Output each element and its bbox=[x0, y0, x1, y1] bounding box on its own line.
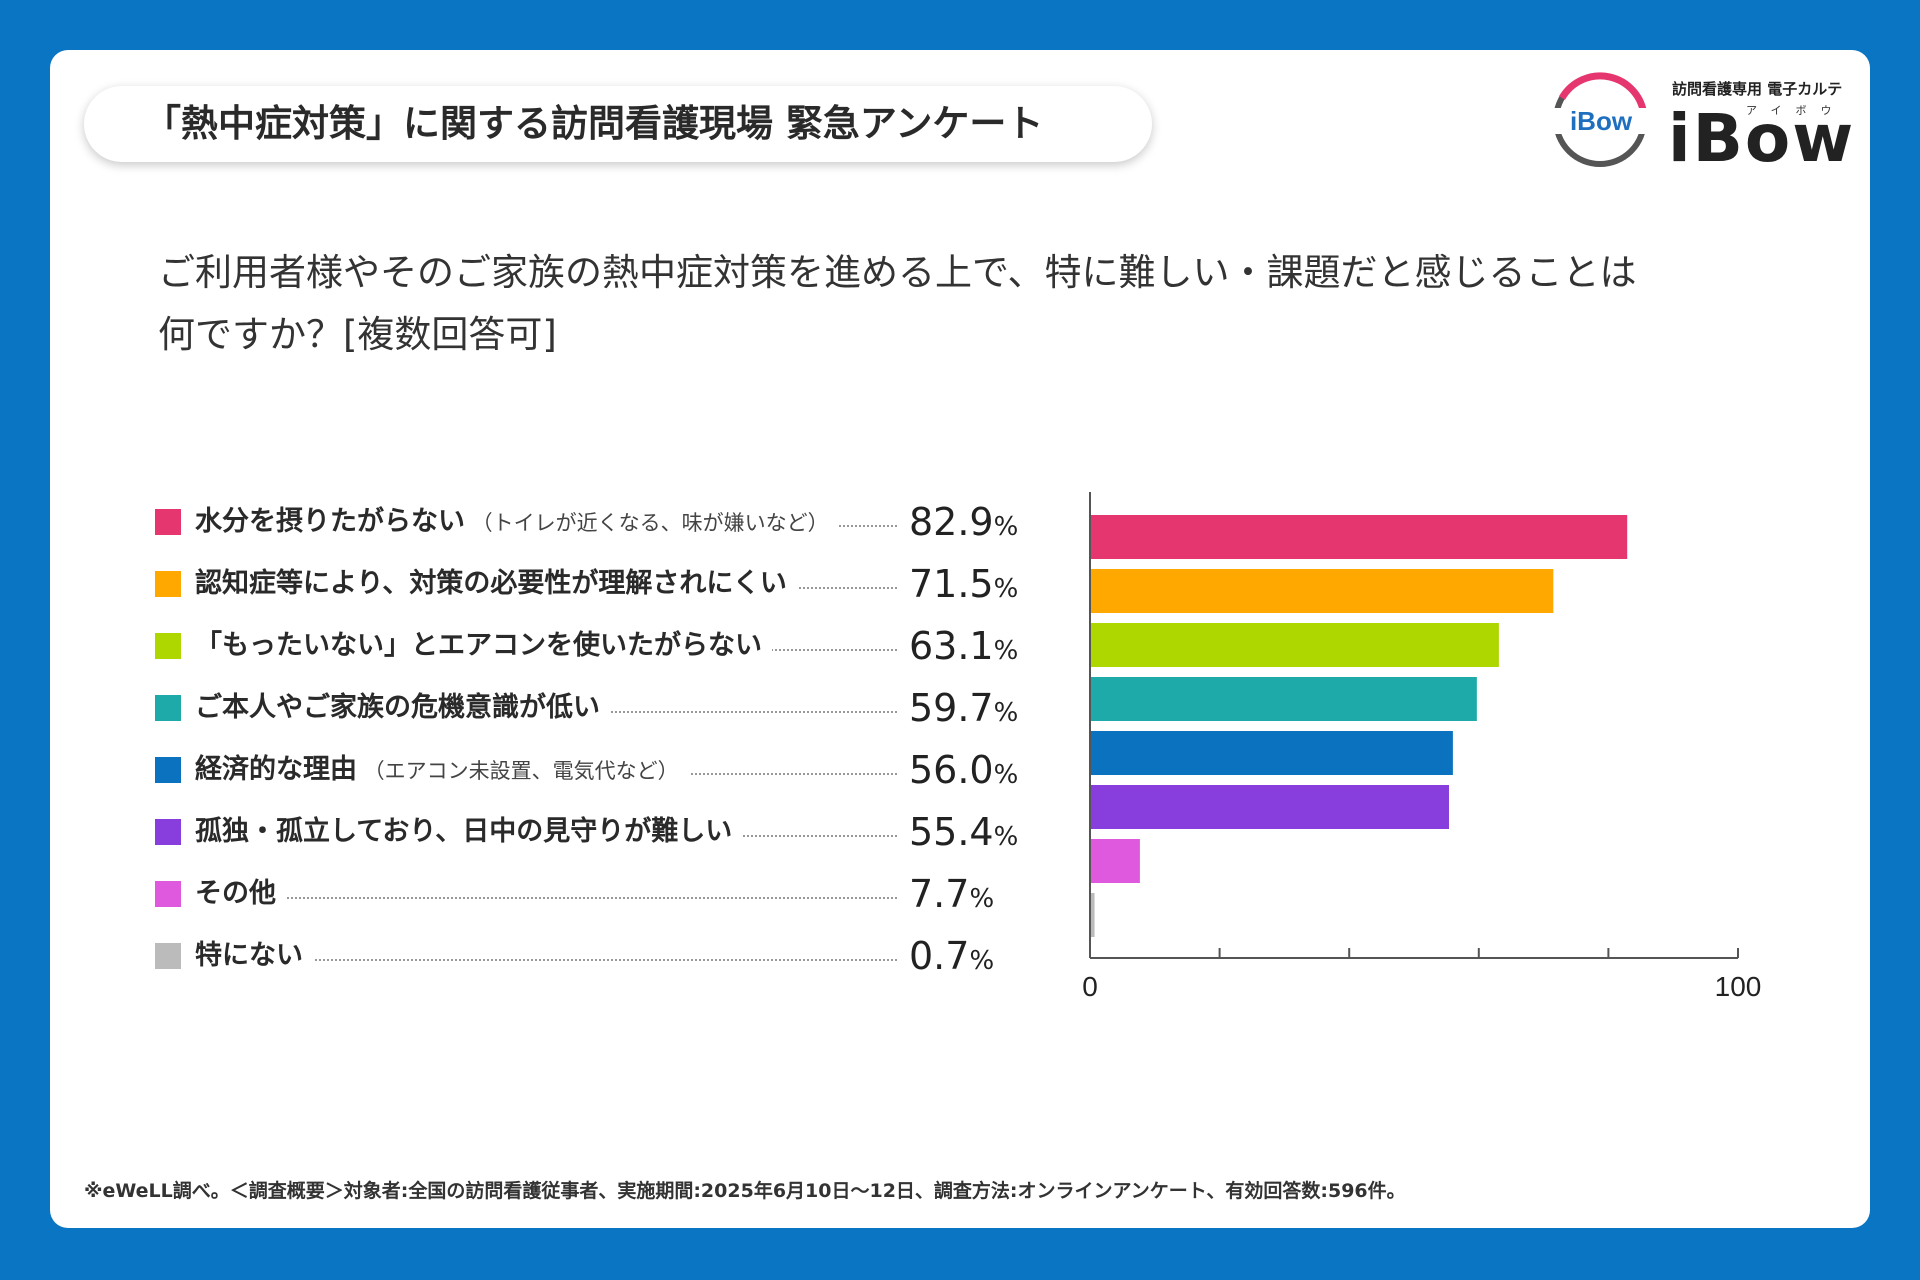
legend-label: 経済的な理由 （エアコン未設置、電気代など） bbox=[195, 746, 689, 794]
legend-label-note: （トイレが近くなる、味が嫌いなど） bbox=[465, 511, 829, 535]
legend-label-text: 水分を摂りたがらない bbox=[195, 506, 465, 537]
logo-kana: アイボウ bbox=[1746, 104, 1846, 117]
legend-label-text: 「もったいない」とエアコンを使いたがらない bbox=[195, 630, 762, 661]
legend-swatch bbox=[155, 571, 181, 597]
logo-tagline: 訪問看護専用 電子カルテ bbox=[1672, 80, 1843, 98]
value-number: 55.4 bbox=[909, 810, 994, 854]
legend-value: 71.5% bbox=[909, 560, 1018, 608]
value-unit: % bbox=[993, 822, 1019, 852]
value-unit: % bbox=[969, 946, 995, 976]
legend-row: 特にない 0.7% bbox=[155, 932, 1035, 980]
legend-row: 「もったいない」とエアコンを使いたがらない 63.1% bbox=[155, 622, 1035, 670]
leader-dots bbox=[195, 959, 897, 961]
legend-label-text: 認知症等により、対策の必要性が理解されにくい bbox=[195, 568, 787, 599]
legend-value: 82.9% bbox=[909, 498, 1018, 546]
legend-row: その他 7.7% bbox=[155, 870, 1035, 918]
logo-badge-text: iBow bbox=[1570, 106, 1633, 136]
x-tick-label: 0 bbox=[1082, 971, 1098, 1002]
legend-label-text: 孤独・孤立しており、日中の見守りが難しい bbox=[195, 816, 733, 847]
value-unit: % bbox=[993, 574, 1019, 604]
value-number: 71.5 bbox=[909, 562, 994, 606]
page-title: 「熱中症対策」に関する訪問看護現場 緊急アンケート bbox=[144, 102, 1044, 145]
legend-label: 孤独・孤立しており、日中の見守りが難しい bbox=[195, 808, 743, 856]
legend-value: 59.7% bbox=[909, 684, 1018, 732]
leader-dots bbox=[195, 897, 897, 899]
value-number: 63.1 bbox=[909, 624, 994, 668]
ibow-badge-icon: iBow bbox=[1552, 72, 1650, 167]
legend-label: 「もったいない」とエアコンを使いたがらない bbox=[195, 622, 772, 670]
bar bbox=[1090, 569, 1554, 613]
value-number: 0.7 bbox=[909, 934, 970, 978]
legend-label: 認知症等により、対策の必要性が理解されにくい bbox=[195, 560, 797, 608]
logo-name: iBow bbox=[1668, 100, 1856, 177]
ibow-logo: iBow 訪問看護専用 電子カルテ アイボウ iBow bbox=[1548, 68, 1853, 172]
legend-row: 孤独・孤立しており、日中の見守りが難しい 55.4% bbox=[155, 808, 1035, 856]
legend-row: 水分を摂りたがらない （トイレが近くなる、味が嫌いなど） 82.9% bbox=[155, 498, 1035, 546]
legend-row: 認知症等により、対策の必要性が理解されにくい 71.5% bbox=[155, 560, 1035, 608]
value-number: 7.7 bbox=[909, 872, 970, 916]
bar bbox=[1090, 623, 1499, 667]
legend-label-text: 特にない bbox=[195, 940, 303, 971]
value-number: 59.7 bbox=[909, 686, 994, 730]
bar bbox=[1090, 731, 1453, 775]
legend-row: 経済的な理由 （エアコン未設置、電気代など） 56.0% bbox=[155, 746, 1035, 794]
bar bbox=[1090, 893, 1095, 937]
legend-swatch bbox=[155, 757, 181, 783]
value-unit: % bbox=[993, 760, 1019, 790]
legend-label-text: ご本人やご家族の危機意識が低い bbox=[195, 692, 600, 723]
question-line-2: 何ですか？[複数回答可] bbox=[158, 313, 557, 356]
legend-label-text: 経済的な理由 bbox=[195, 754, 357, 785]
footnote: ※eWeLL調べ。＜調査概要＞対象者:全国の訪問看護従事者、実施期間:2025年… bbox=[84, 1180, 1406, 1202]
legend-label: 特にない bbox=[195, 932, 313, 980]
legend-swatch bbox=[155, 819, 181, 845]
bar bbox=[1090, 839, 1140, 883]
legend-value: 55.4% bbox=[909, 808, 1018, 856]
x-tick-label: 100 bbox=[1715, 971, 1762, 1002]
legend-label: 水分を摂りたがらない （トイレが近くなる、味が嫌いなど） bbox=[195, 498, 839, 546]
legend-label: ご本人やご家族の危機意識が低い bbox=[195, 684, 610, 732]
legend-value: 63.1% bbox=[909, 622, 1018, 670]
legend-swatch bbox=[155, 881, 181, 907]
question-line-1: ご利用者様やそのご家族の熱中症対策を進める上で、特に難しい・課題だと感じることは bbox=[158, 251, 1637, 294]
legend-value: 56.0% bbox=[909, 746, 1018, 794]
legend-row: ご本人やご家族の危機意識が低い 59.7% bbox=[155, 684, 1035, 732]
value-unit: % bbox=[969, 884, 995, 914]
legend-swatch bbox=[155, 509, 181, 535]
value-unit: % bbox=[993, 698, 1019, 728]
legend-value: 0.7% bbox=[909, 932, 994, 980]
bar bbox=[1090, 785, 1449, 829]
survey-question: ご利用者様やそのご家族の熱中症対策を進める上で、特に難しい・課題だと感じることは… bbox=[158, 242, 1758, 366]
legend-label-text: その他 bbox=[195, 878, 276, 909]
bar bbox=[1090, 515, 1628, 559]
legend-label-note: （エアコン未設置、電気代など） bbox=[357, 759, 679, 783]
value-unit: % bbox=[993, 636, 1019, 666]
title-banner: 「熱中症対策」に関する訪問看護現場 緊急アンケート bbox=[84, 86, 1152, 162]
legend-swatch bbox=[155, 943, 181, 969]
legend-swatch bbox=[155, 633, 181, 659]
bar bbox=[1090, 677, 1477, 721]
value-number: 82.9 bbox=[909, 500, 994, 544]
value-number: 56.0 bbox=[909, 748, 994, 792]
value-unit: % bbox=[993, 512, 1019, 542]
legend-value: 7.7% bbox=[909, 870, 994, 918]
legend-label: その他 bbox=[195, 870, 286, 918]
legend-swatch bbox=[155, 695, 181, 721]
bar-chart: 0 100 bbox=[1082, 492, 1762, 1002]
